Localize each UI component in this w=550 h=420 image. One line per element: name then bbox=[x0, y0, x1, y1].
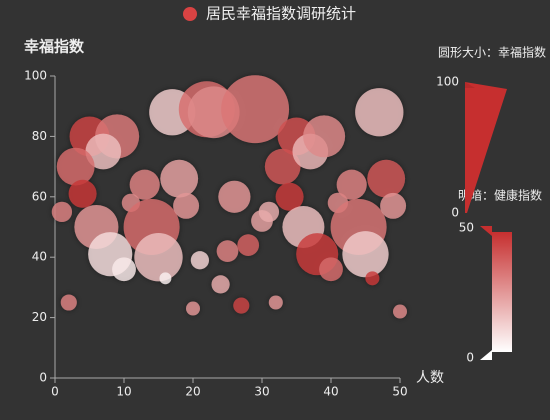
bubble bbox=[365, 271, 380, 286]
bubble bbox=[342, 231, 389, 278]
y-tick-label: 0 bbox=[39, 371, 47, 385]
bubble bbox=[233, 297, 250, 314]
x-tick-label: 40 bbox=[323, 385, 338, 399]
bubble bbox=[268, 295, 283, 310]
bubble bbox=[303, 115, 346, 158]
bubble bbox=[60, 294, 77, 311]
bubble bbox=[211, 275, 230, 294]
bubble bbox=[275, 182, 304, 211]
bubble bbox=[237, 234, 260, 256]
bubble bbox=[218, 180, 251, 213]
legend-icon[interactable] bbox=[183, 7, 197, 21]
size-map-handle bbox=[465, 82, 475, 88]
y-tick-label: 20 bbox=[32, 310, 47, 324]
y-tick-label: 40 bbox=[32, 250, 47, 264]
x-tick-label: 10 bbox=[116, 385, 131, 399]
size-map-label: 100 bbox=[436, 75, 459, 89]
x-tick-label: 50 bbox=[392, 385, 407, 399]
bubbles bbox=[51, 75, 407, 319]
bubble bbox=[221, 75, 290, 144]
y-tick-label: 80 bbox=[32, 129, 47, 143]
color-map-label: 50 bbox=[459, 221, 474, 235]
size-map-label: 0 bbox=[451, 206, 459, 220]
bubble bbox=[51, 201, 73, 223]
bubble bbox=[319, 257, 343, 282]
bubble bbox=[85, 133, 122, 170]
x-tick-label: 20 bbox=[185, 385, 200, 399]
bubble bbox=[56, 147, 95, 186]
y-tick-label: 100 bbox=[24, 69, 47, 83]
bubble bbox=[68, 179, 97, 208]
bubble bbox=[336, 169, 367, 200]
color-map-handle bbox=[480, 226, 492, 236]
y-axis-title: 幸福指数 bbox=[24, 38, 85, 56]
bubble bbox=[380, 192, 407, 219]
bubble bbox=[190, 251, 209, 270]
bubble bbox=[186, 301, 200, 316]
bubble bbox=[159, 272, 172, 285]
bubble bbox=[216, 240, 239, 263]
bubble bbox=[129, 169, 160, 200]
color-map-title: 明暗：健康指数 bbox=[458, 188, 542, 203]
bubble bbox=[355, 88, 404, 137]
color-map-bar bbox=[492, 232, 512, 352]
bubble bbox=[393, 304, 407, 319]
size-map-title: 圆形大小：幸福指数 bbox=[438, 45, 546, 60]
y-tick-label: 60 bbox=[32, 189, 47, 203]
bubble bbox=[258, 201, 280, 223]
bubble bbox=[264, 148, 301, 185]
bubble bbox=[367, 159, 406, 198]
color-map-label: 0 bbox=[466, 351, 474, 365]
size-map-shape bbox=[465, 82, 507, 213]
bubble bbox=[173, 192, 200, 219]
legend-label[interactable]: 居民幸福指数调研统计 bbox=[206, 5, 356, 23]
x-tick-label: 30 bbox=[254, 385, 269, 399]
x-axis-title: 人数 bbox=[416, 370, 444, 386]
bubble bbox=[112, 257, 136, 282]
bubble bbox=[160, 159, 199, 198]
bubble bbox=[134, 233, 183, 282]
color-map-handle bbox=[480, 350, 492, 360]
x-tick-label: 0 bbox=[51, 385, 59, 399]
